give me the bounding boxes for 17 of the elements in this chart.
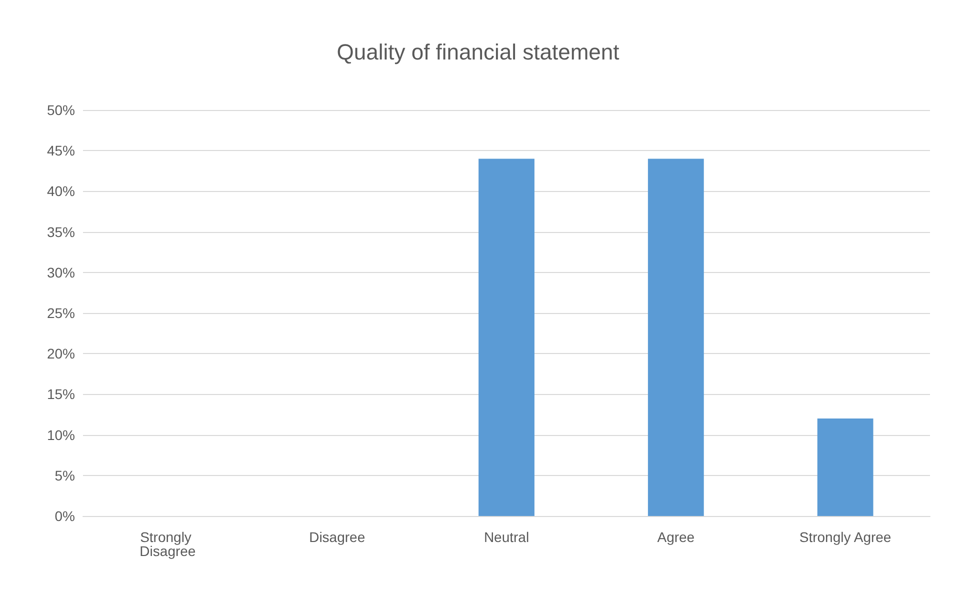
y-tick-label: 0% (54, 508, 75, 524)
y-tick-label: 45% (46, 142, 75, 159)
x-tick-label: Agree (657, 529, 695, 545)
y-tick-label: 10% (46, 426, 75, 443)
x-tick-label: Strongly Agree (799, 529, 892, 545)
y-tick-label: 40% (46, 183, 75, 200)
y-tick-label: 25% (46, 305, 75, 321)
chart-title: Quality of financial statement (336, 40, 620, 64)
x-tick-label: Strongly Disagree (140, 529, 196, 559)
y-tick-label: 30% (46, 264, 75, 280)
y-tick-label: 5% (54, 467, 75, 484)
y-tick-label: 35% (46, 224, 75, 240)
y-tick-label: 15% (46, 386, 75, 402)
x-tick-label: Disagree (309, 529, 366, 545)
y-tick-label: 20% (46, 346, 75, 362)
x-tick-label: Neutral (484, 529, 530, 545)
y-tick-label: 50% (46, 102, 75, 118)
